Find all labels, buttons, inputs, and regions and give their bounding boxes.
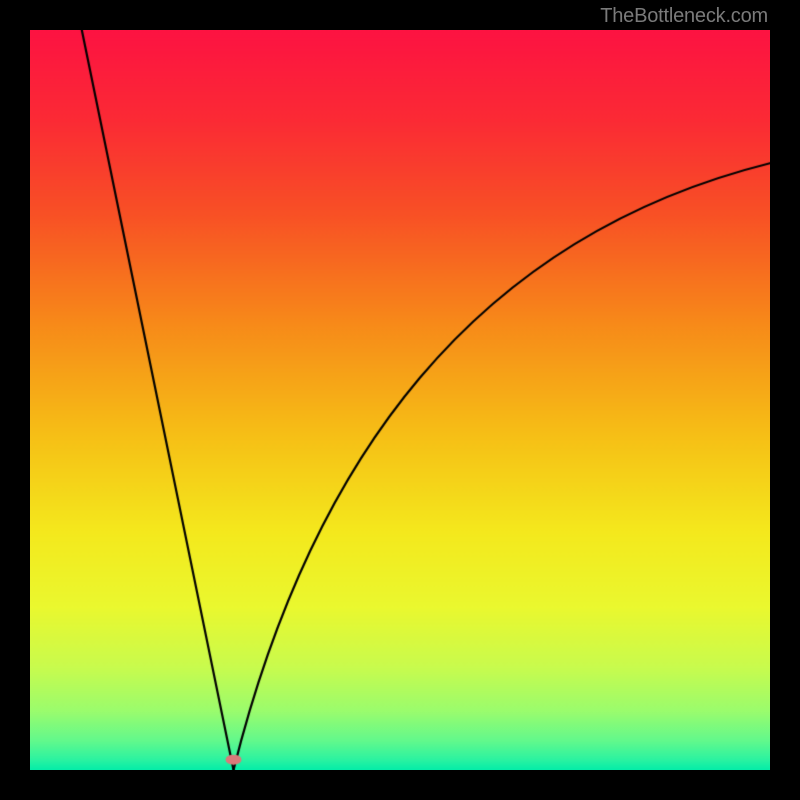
- chart-container: { "watermark": { "text": "TheBottleneck.…: [0, 0, 800, 800]
- plot-area: [30, 30, 770, 770]
- watermark-text: TheBottleneck.com: [600, 5, 768, 28]
- bottleneck-curve: [30, 30, 770, 770]
